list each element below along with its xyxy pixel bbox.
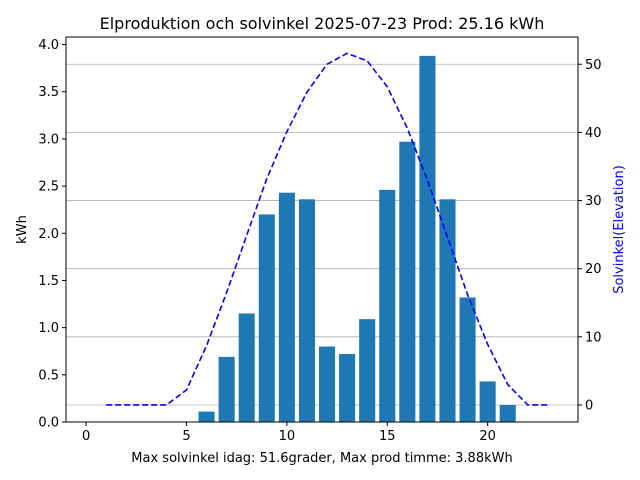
y-axis-label: kWh xyxy=(15,215,30,244)
y-tick-label: 0.0 xyxy=(38,416,59,431)
bar-hour-14 xyxy=(359,319,376,422)
y-tick-label: 3.0 xyxy=(38,132,59,147)
y2-tick-label: 10 xyxy=(585,330,602,345)
y-axis-left: 0.0 0.5 1.0 1.5 2.0 2.5 3.0 3.5 4.0 xyxy=(38,38,66,431)
y2-tick-label: 0 xyxy=(585,398,593,413)
bar-series xyxy=(198,55,516,422)
y-tick-label: 3.5 xyxy=(38,85,59,100)
bar-hour-10 xyxy=(278,192,295,422)
bar-hour-8 xyxy=(238,313,255,422)
bar-hour-12 xyxy=(318,346,336,422)
x-tick-label: 20 xyxy=(479,429,496,444)
bar-hour-18 xyxy=(439,199,456,422)
bar-hour-11 xyxy=(298,199,315,422)
bar-hour-17 xyxy=(419,55,436,422)
bar-hour-19 xyxy=(459,297,476,422)
y-tick-label: 1.5 xyxy=(38,274,59,289)
chart-title: Elproduktion och solvinkel 2025-07-23 Pr… xyxy=(100,14,545,33)
y-tick-label: 1.0 xyxy=(38,321,59,336)
bar-hour-7 xyxy=(218,356,235,422)
y2-tick-label: 20 xyxy=(585,262,602,277)
bar-hour-21 xyxy=(499,405,516,422)
x-tick-label: 5 xyxy=(182,429,190,444)
y-tick-label: 4.0 xyxy=(38,38,59,53)
bar-hour-15 xyxy=(379,189,396,422)
x-axis-label: Max solvinkel idag: 51.6grader, Max prod… xyxy=(131,451,512,466)
y-tick-label: 2.5 xyxy=(38,180,59,195)
bar-hour-13 xyxy=(339,354,356,422)
bar-hour-9 xyxy=(258,214,275,422)
y-tick-label: 2.0 xyxy=(38,227,59,242)
bar-hour-16 xyxy=(399,141,416,422)
y2-axis-label: Solvinkel(Elevation) xyxy=(612,165,627,294)
elevation-line xyxy=(106,52,548,406)
elevation-line-series xyxy=(106,52,548,406)
y2-tick-label: 30 xyxy=(585,194,602,209)
plot-frame xyxy=(65,36,579,423)
x-tick-label: 0 xyxy=(82,429,90,444)
y2-tick-label: 50 xyxy=(585,58,602,73)
bar-hour-6 xyxy=(198,411,215,422)
bar-hour-20 xyxy=(479,381,496,422)
y2-tick-label: 40 xyxy=(585,126,602,141)
y-axis-right: 0 10 20 30 40 50 xyxy=(578,58,602,413)
y-tick-label: 0.5 xyxy=(38,368,59,383)
x-tick-label: 15 xyxy=(379,429,396,444)
x-tick-label: 10 xyxy=(279,429,296,444)
x-axis: 0 5 10 15 20 xyxy=(82,422,496,444)
